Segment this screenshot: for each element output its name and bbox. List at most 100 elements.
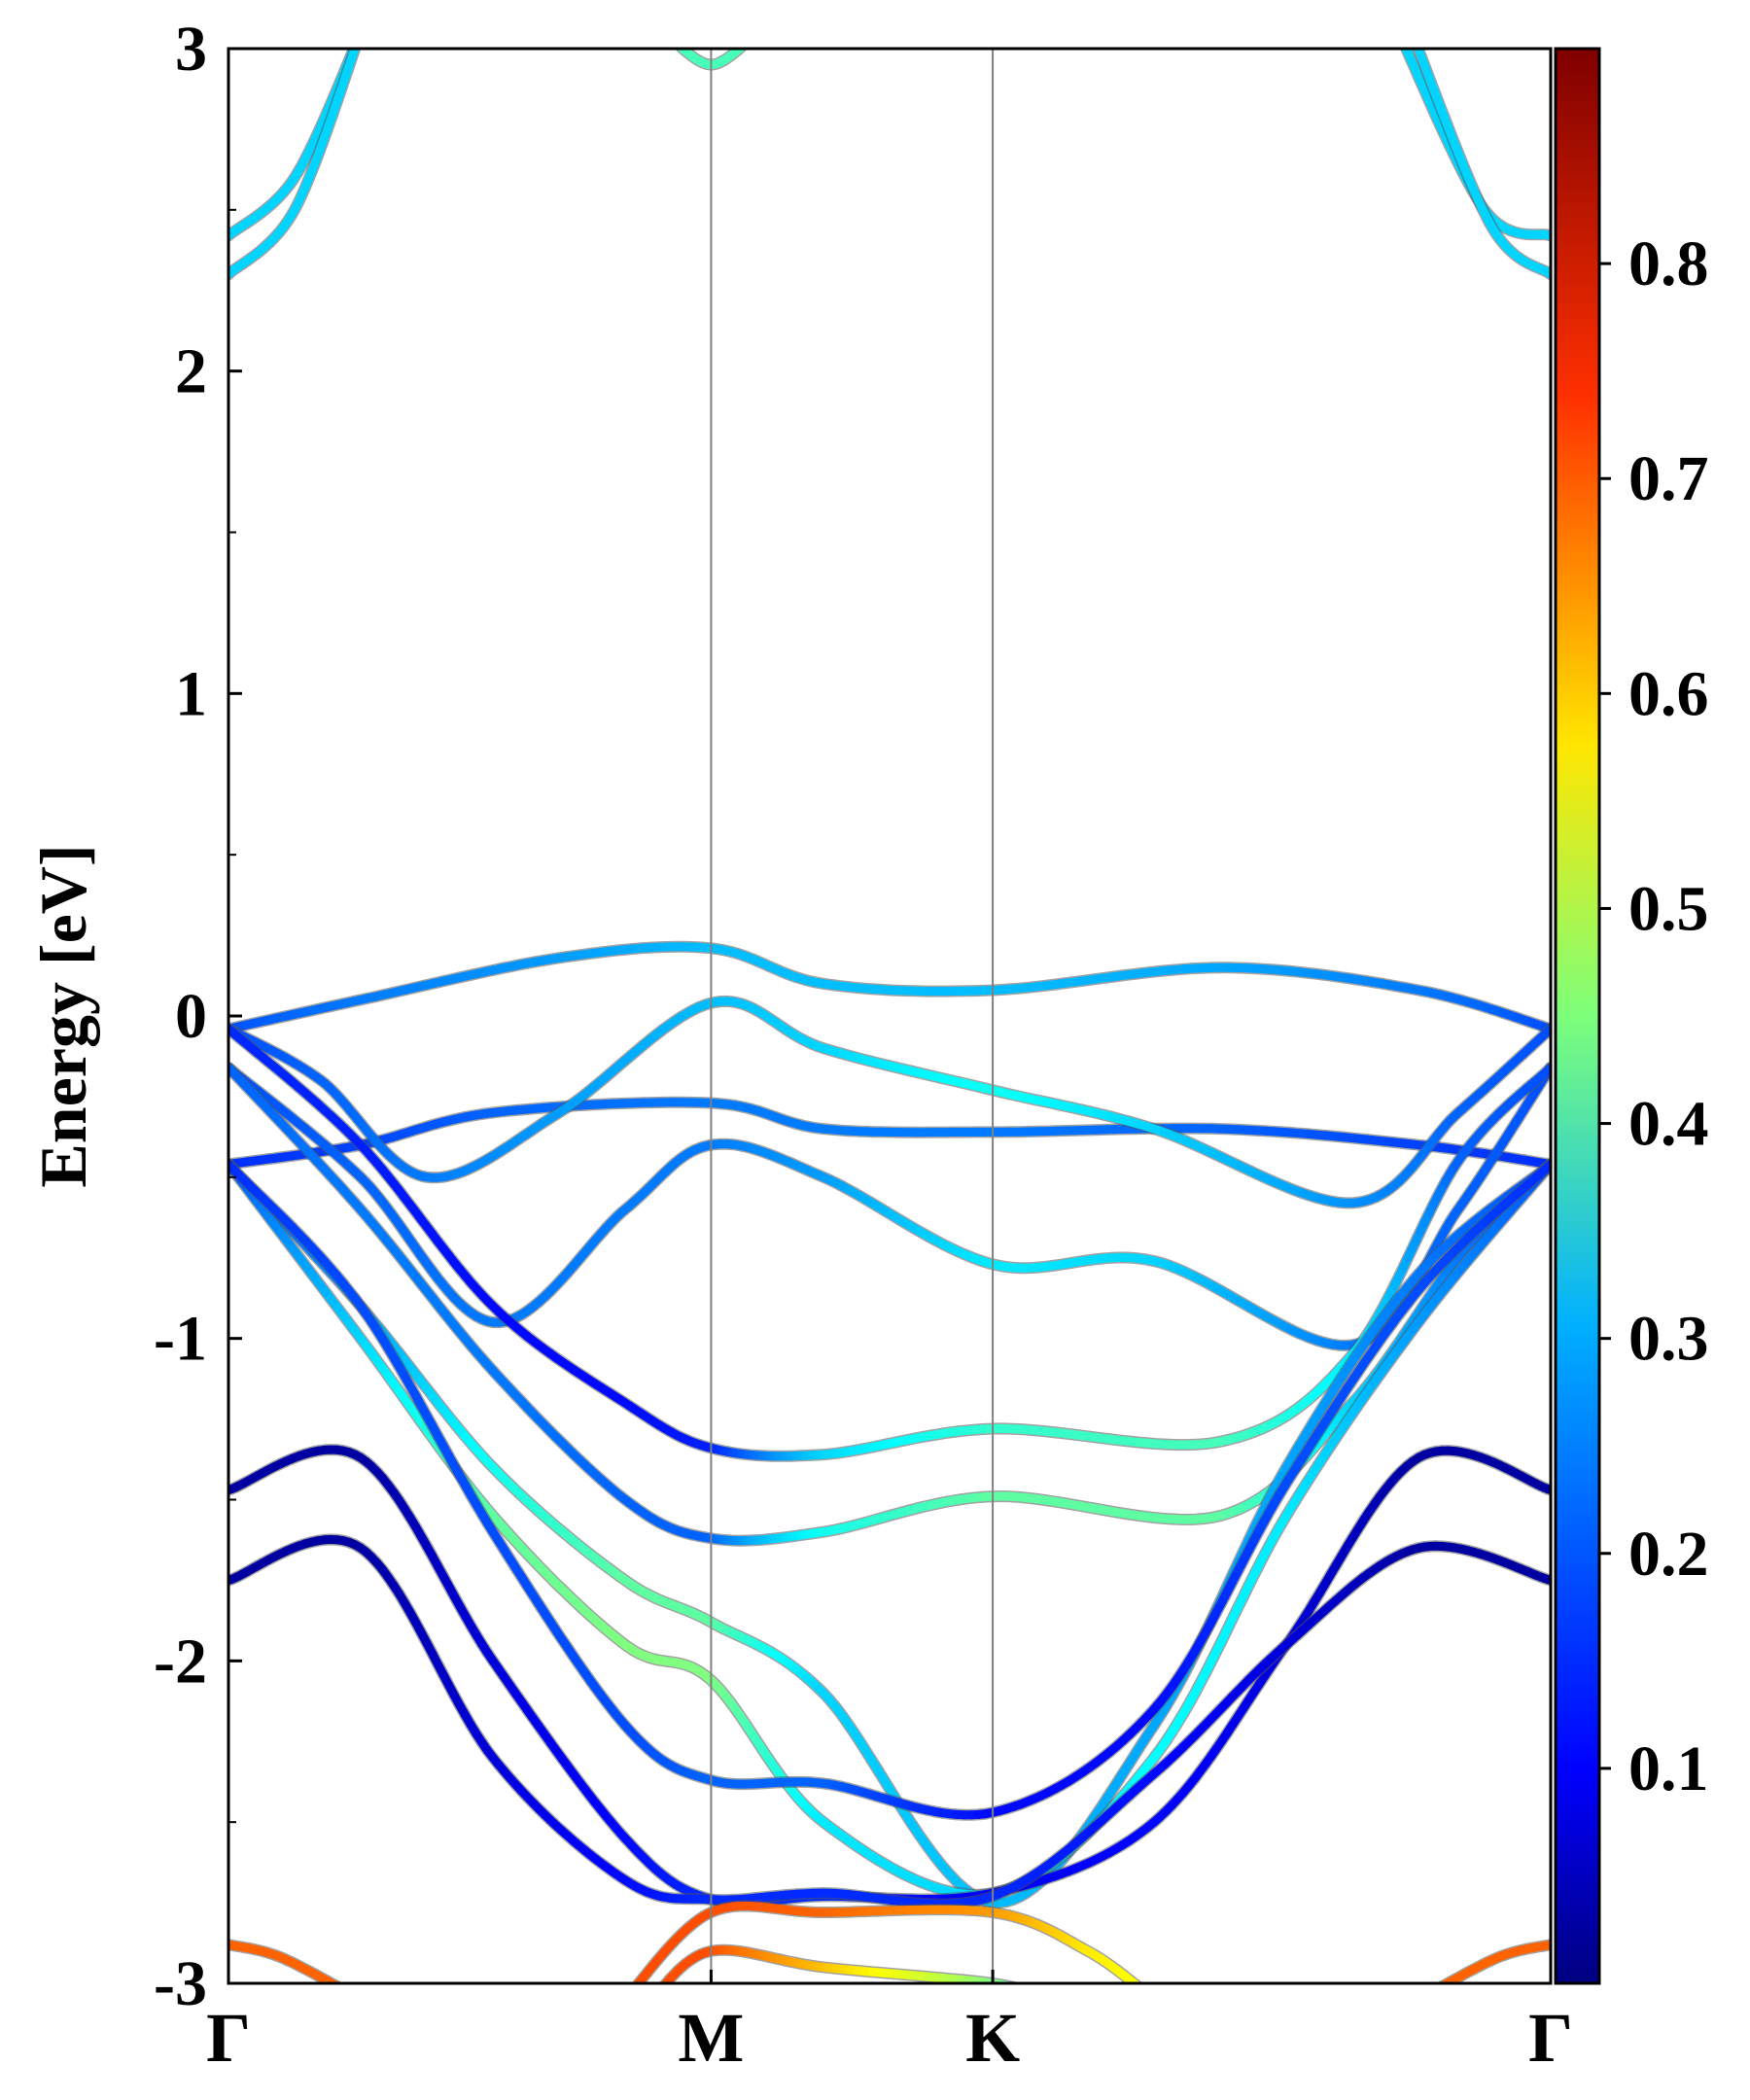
band-segment bbox=[654, 1995, 656, 1997]
colorbar-tick-label: 0.6 bbox=[1628, 658, 1709, 729]
band-segment bbox=[1039, 1996, 1041, 1997]
band-segment bbox=[669, 35, 671, 36]
band-segment bbox=[753, 34, 754, 35]
band-line bbox=[228, 32, 362, 281]
band-segment bbox=[673, 40, 675, 42]
colorbar: 0.1 0.2 0.3 0.4 0.5 0.6 0.7 0.8 bbox=[1554, 47, 1709, 1985]
y-tick-label: 3 bbox=[175, 14, 207, 85]
colorbar-tick-label: 0.1 bbox=[1628, 1733, 1709, 1804]
band-segment bbox=[748, 40, 750, 42]
band-segment bbox=[1401, 49, 1410, 52]
band-segment bbox=[1401, 37, 1403, 42]
colorbar-tick-label: 0.7 bbox=[1628, 443, 1709, 514]
band-segment bbox=[752, 35, 754, 36]
colorbar-bar bbox=[1554, 47, 1601, 1985]
band-segment bbox=[1143, 1990, 1145, 1992]
band-segment bbox=[666, 33, 667, 34]
y-tick-label: 2 bbox=[175, 336, 207, 407]
band-segment bbox=[1153, 1999, 1155, 2000]
band-segment bbox=[1036, 1995, 1038, 1996]
band-segment bbox=[1151, 1997, 1153, 1998]
band-segment bbox=[1022, 1989, 1025, 1990]
band-segment bbox=[667, 34, 668, 35]
band-segment bbox=[342, 1989, 345, 1991]
band-line bbox=[228, 940, 1551, 1035]
colorbar-ticks: 0.1 0.2 0.3 0.4 0.5 0.6 0.7 0.8 bbox=[1599, 228, 1709, 1804]
band-segment bbox=[358, 37, 360, 42]
band-segment bbox=[1010, 1982, 1017, 1983]
band-segment bbox=[349, 1993, 352, 1995]
band-segment bbox=[359, 1999, 361, 2000]
band-segment bbox=[676, 49, 685, 52]
band-segment bbox=[1149, 1996, 1151, 1997]
band-line bbox=[228, 1533, 1551, 1910]
band-segment bbox=[660, 1982, 666, 1983]
band-segment bbox=[1038, 1995, 1040, 1996]
band-outline bbox=[1435, 1939, 1551, 1983]
band-segment bbox=[737, 49, 747, 52]
band-segment bbox=[755, 33, 756, 34]
band-segment bbox=[1422, 1996, 1425, 1997]
band-line bbox=[1412, 49, 1551, 281]
band-segment bbox=[632, 1989, 635, 1992]
y-tick-label: -2 bbox=[154, 1626, 207, 1697]
y-tick-label: -3 bbox=[154, 1948, 207, 2019]
band-segment bbox=[357, 1997, 359, 1998]
band-segment bbox=[756, 32, 757, 33]
band-segment bbox=[670, 37, 672, 39]
band-segment bbox=[1438, 1982, 1442, 1983]
band-segment bbox=[360, 32, 362, 36]
band-line bbox=[228, 1023, 1551, 1462]
band-segment bbox=[1005, 1981, 1016, 1983]
band-line bbox=[228, 995, 1551, 1209]
band-segment bbox=[1140, 1988, 1143, 1990]
bands-layer bbox=[228, 32, 1551, 2000]
band-segment bbox=[627, 1995, 629, 1998]
band-line bbox=[1418, 1939, 1551, 2000]
band-line bbox=[228, 1158, 1551, 1821]
band-segment bbox=[653, 1997, 655, 1998]
band-segment bbox=[665, 32, 666, 33]
band-segment bbox=[676, 49, 682, 50]
colorbar-tick-label: 0.8 bbox=[1628, 228, 1709, 299]
band-segment bbox=[1045, 1998, 1046, 1999]
band-segment bbox=[1438, 1980, 1448, 1983]
band-segment bbox=[675, 42, 677, 44]
band-segment bbox=[355, 1996, 358, 1997]
y-tick-label: 1 bbox=[175, 658, 207, 729]
band-segment bbox=[1418, 1999, 1420, 2000]
y-axis-label: Energy [eV] bbox=[26, 844, 100, 1187]
band-segment bbox=[1001, 1980, 1013, 1983]
band-segment bbox=[749, 38, 751, 40]
band-outline bbox=[228, 1939, 344, 1983]
x-tick-label: K bbox=[965, 1999, 1020, 2077]
band-segment bbox=[1399, 32, 1401, 36]
band-segment bbox=[1430, 1991, 1433, 1993]
band-segment bbox=[633, 1980, 642, 1983]
band-segment bbox=[656, 1993, 658, 1995]
band-segment bbox=[659, 1989, 661, 1991]
band-segment bbox=[351, 49, 360, 52]
band-segment bbox=[746, 42, 748, 44]
band-segment bbox=[1025, 1990, 1028, 1991]
band-line bbox=[625, 1900, 1155, 2000]
band-segment bbox=[660, 1979, 670, 1983]
band-segment bbox=[360, 32, 362, 36]
band-segment bbox=[625, 1998, 627, 2000]
y-axis: -3 -2 -1 0 1 2 3 bbox=[154, 14, 242, 2019]
band-segment bbox=[651, 1998, 652, 1999]
colorbar-tick-label: 0.3 bbox=[1628, 1304, 1709, 1375]
band-segment bbox=[1041, 1997, 1042, 1998]
band-line bbox=[651, 1943, 1046, 1999]
band-segment bbox=[1043, 1998, 1044, 1999]
band-segment bbox=[741, 49, 747, 50]
x-tick-label: Γ bbox=[1528, 1999, 1573, 2077]
band-line bbox=[228, 1096, 1551, 1171]
band-segment bbox=[672, 38, 674, 40]
band-segment bbox=[1032, 1992, 1033, 1993]
band-segment bbox=[1033, 1993, 1035, 1994]
band-segment bbox=[1016, 1988, 1019, 1989]
band-segment bbox=[1425, 1995, 1428, 1997]
